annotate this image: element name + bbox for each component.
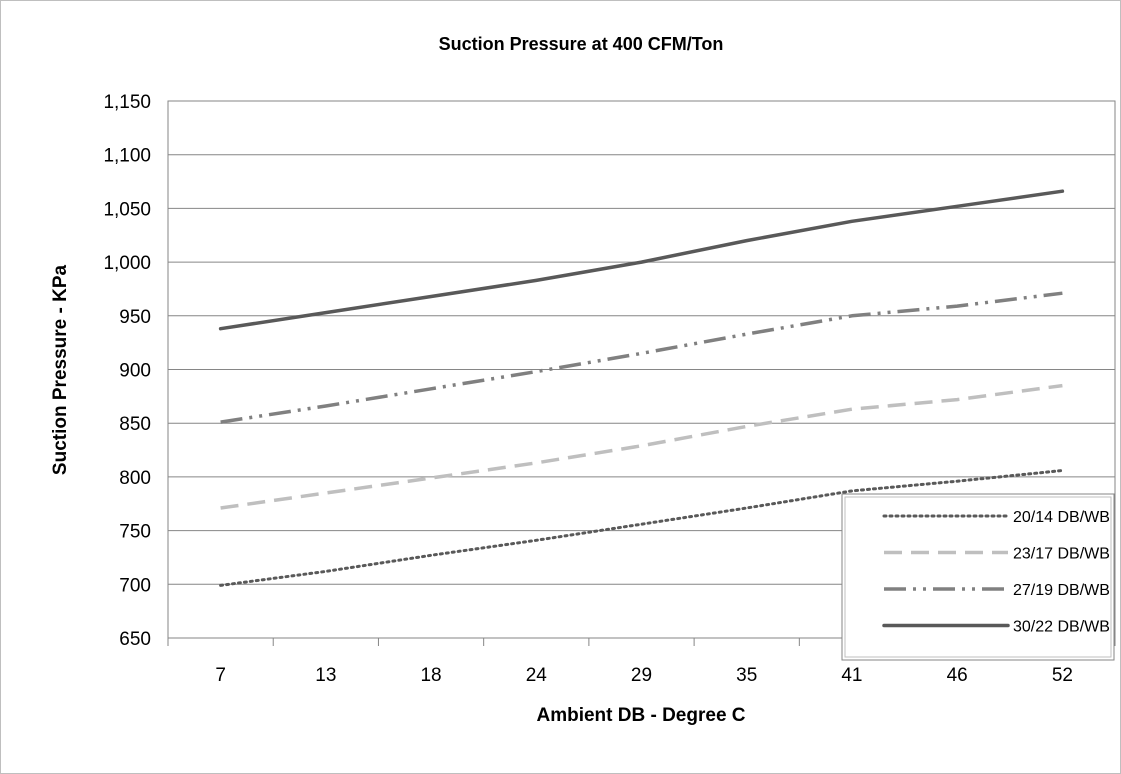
series-line [219,469,1064,587]
y-tick-labels: 650 700 750 800 850 900 950 1,000 1,050 1,100 1,15… [103,92,151,650]
y-tick-label: 800 [119,468,151,489]
y-tick-label: 1,100 [103,146,151,167]
x-axis-title: Ambient DB - Degree C [536,705,745,726]
x-tick-label: 35 [736,665,757,686]
x-tick-labels: 7 13 18 24 29 35 41 46 52 [215,665,1073,686]
series-line [218,189,1065,331]
series-lines [218,189,1065,587]
y-tick-label: 700 [119,575,151,596]
series-line [220,383,1063,510]
y-tick-label: 1,000 [103,253,151,274]
legend-box [841,493,1115,661]
x-tick-label: 13 [315,665,336,686]
legend-items: 20/14 DB/WB 23/17 DB/WB 27/19 DB/WB 30/22 D… [882,509,1110,636]
legend-label: 20/14 DB/WB [1013,509,1110,526]
series-line [220,291,1063,424]
chart-title: Suction Pressure at 400 CFM/Ton [439,34,724,54]
x-tick-label: 18 [420,665,441,686]
y-axis-title: Suction Pressure - KPa [50,265,71,476]
y-tick-label: 1,150 [103,92,151,113]
x-tick-label: 29 [631,665,652,686]
legend-inner-border [844,496,1112,658]
y-tick-label: 950 [119,307,151,328]
x-tick-label: 46 [947,665,968,686]
legend-label: 30/22 DB/WB [1013,619,1110,636]
y-tick-label: 1,050 [103,199,151,220]
y-tick-label: 900 [119,361,151,382]
y-tick-label: 650 [119,629,151,650]
x-tick-label: 41 [841,665,862,686]
legend-label: 27/19 DB/WB [1013,582,1110,599]
y-tick-label: 750 [119,522,151,543]
legend-label: 23/17 DB/WB [1013,546,1110,563]
legend: 20/14 DB/WB 23/17 DB/WB 27/19 DB/WB 30/22 D… [841,493,1115,661]
x-tick-label: 24 [526,665,548,686]
plot-area-border [167,100,1116,639]
x-tick-label: 7 [215,665,226,686]
y-tick-label: 850 [119,414,151,435]
x-tick-label: 52 [1052,665,1073,686]
